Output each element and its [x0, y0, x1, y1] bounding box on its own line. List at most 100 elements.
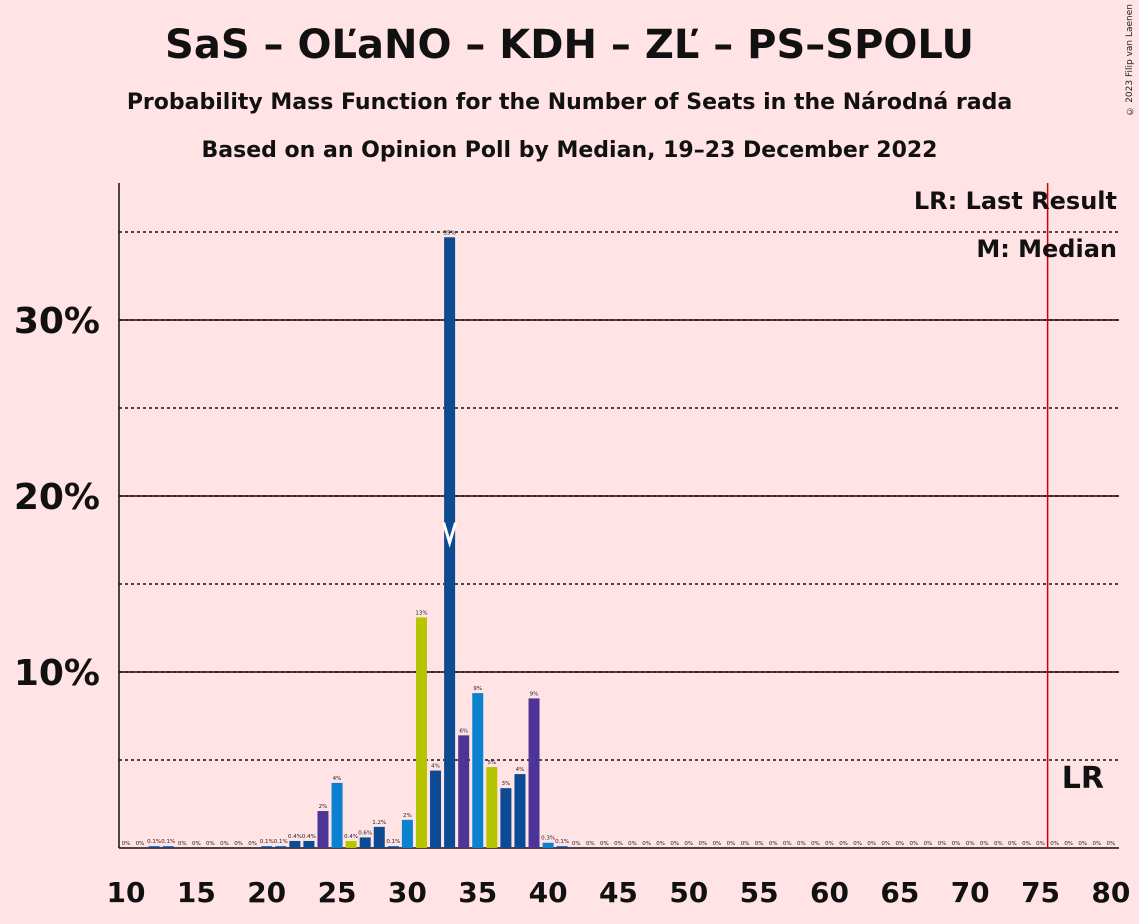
bar-value-label: 4% [431, 764, 440, 770]
bar-value-label: 9% [473, 686, 482, 692]
y-tick-label: 20% [14, 477, 100, 518]
bar-value-label: 0% [1107, 841, 1116, 847]
bar-value-label: 0% [670, 841, 679, 847]
x-tick-label: 70 [951, 876, 990, 909]
bar-value-label: 0% [628, 841, 637, 847]
bar-value-label: 0% [783, 841, 792, 847]
chart-subtitle: Probability Mass Function for the Number… [126, 90, 1013, 115]
bar-value-label: 0% [980, 841, 989, 847]
bar-value-label: 0% [867, 841, 876, 847]
bar-value-label: 0% [656, 841, 665, 847]
bar-value-label: 0.1% [386, 839, 400, 845]
bar-value-label: 0% [755, 841, 764, 847]
x-tick-label: 60 [810, 876, 849, 909]
median-marker [442, 522, 458, 548]
x-tick-label: 25 [318, 876, 357, 909]
bar-value-label: 4% [333, 776, 342, 782]
bar-value-label: 0% [1036, 841, 1045, 847]
y-tick-label: 30% [14, 301, 100, 342]
bar-value-label: 0.1% [147, 839, 161, 845]
bar-value-label: 0% [797, 841, 806, 847]
bar-seat-31 [415, 617, 427, 848]
bar-value-label: 0% [727, 841, 736, 847]
y-tick-label: 10% [14, 653, 100, 694]
bar-seat-27 [359, 837, 371, 848]
bar-value-label: 0% [248, 841, 257, 847]
bar-value-label: 0% [811, 841, 820, 847]
bar-value-label: 0% [741, 841, 750, 847]
bar-value-label: 0% [952, 841, 961, 847]
bar-value-label: 0% [1078, 841, 1087, 847]
x-tick-label: 30 [388, 876, 427, 909]
bar-value-label: 0% [713, 841, 722, 847]
bar-value-label: 0% [1022, 841, 1031, 847]
bar-value-label: 4% [516, 767, 525, 773]
bar-seat-22 [289, 840, 301, 848]
bar-value-label: 2% [319, 804, 328, 810]
bar-seat-23 [303, 840, 315, 848]
bar-value-label: 0.3% [541, 836, 555, 842]
x-tick-label: 50 [669, 876, 708, 909]
bar-value-label: 0% [895, 841, 904, 847]
x-tick-label: 65 [880, 876, 919, 909]
bar-seat-21 [275, 846, 287, 848]
bar-value-label: 5% [487, 760, 496, 766]
bar-seat-38 [514, 774, 526, 848]
x-tick-label: 10 [107, 876, 146, 909]
bar-seat-39 [528, 698, 540, 848]
bar-seat-40 [542, 842, 554, 848]
x-tick-label: 20 [247, 876, 286, 909]
bar-value-label: 0% [684, 841, 693, 847]
bar-value-label: 0% [1050, 841, 1059, 847]
bar-value-label: 0% [938, 841, 947, 847]
bar-value-label: 0.4% [302, 834, 316, 840]
bar-value-label: 0% [994, 841, 1003, 847]
bar-value-label: 0% [825, 841, 834, 847]
bar-value-label: 0% [881, 841, 890, 847]
x-tick-label: 15 [177, 876, 216, 909]
bar-value-label: 0.1% [161, 839, 175, 845]
bar-value-label: 1.2% [372, 820, 386, 826]
x-tick-label: 40 [529, 876, 568, 909]
bar-value-label: 0% [586, 841, 595, 847]
bar-seat-32 [430, 770, 442, 848]
x-tick-label: 55 [740, 876, 779, 909]
bar-value-label: 0% [136, 841, 145, 847]
bar-seat-13 [162, 846, 174, 848]
x-tick-label: 35 [458, 876, 497, 909]
bar-value-label: 0% [234, 841, 243, 847]
x-tick-label: 45 [599, 876, 638, 909]
bar-value-label: 0% [910, 841, 919, 847]
bar-value-label: 9% [530, 691, 539, 697]
bar-value-label: 0% [600, 841, 609, 847]
bar-value-label: 0% [178, 841, 187, 847]
x-tick-label: 80 [1091, 876, 1130, 909]
bar-seat-35 [472, 693, 484, 848]
bar-value-label: 0% [966, 841, 975, 847]
bar-value-label: 0% [122, 841, 131, 847]
bar-value-label: 2% [403, 813, 412, 819]
legend-median: M: Median [976, 235, 1117, 263]
bar-seat-24 [317, 811, 329, 848]
bar-value-label: 0% [572, 841, 581, 847]
bar-value-label: 3% [502, 781, 511, 787]
bar-value-label: 35% [443, 230, 455, 236]
bar-value-label: 0.1% [274, 839, 288, 845]
bar-value-label: 0% [642, 841, 651, 847]
bar-value-label: 0% [769, 841, 778, 847]
bar-value-label: 6% [459, 728, 468, 734]
x-tick-label: 75 [1021, 876, 1060, 909]
bar-seat-26 [345, 840, 357, 848]
chart-title: SaS – OĽaNO – KDH – ZĽ – PS–SPOLU [165, 22, 974, 68]
bar-value-label: 0% [853, 841, 862, 847]
bar-value-label: 0% [1008, 841, 1017, 847]
last-result-label: LR [1062, 761, 1104, 796]
bar-seat-36 [486, 767, 498, 848]
bar-value-label: 0.6% [358, 830, 372, 836]
bar-value-label: 13% [415, 610, 427, 616]
bar-seat-12 [148, 846, 160, 848]
bar-value-label: 0% [614, 841, 623, 847]
bar-value-label: 0% [839, 841, 848, 847]
bar-value-label: 0% [699, 841, 708, 847]
